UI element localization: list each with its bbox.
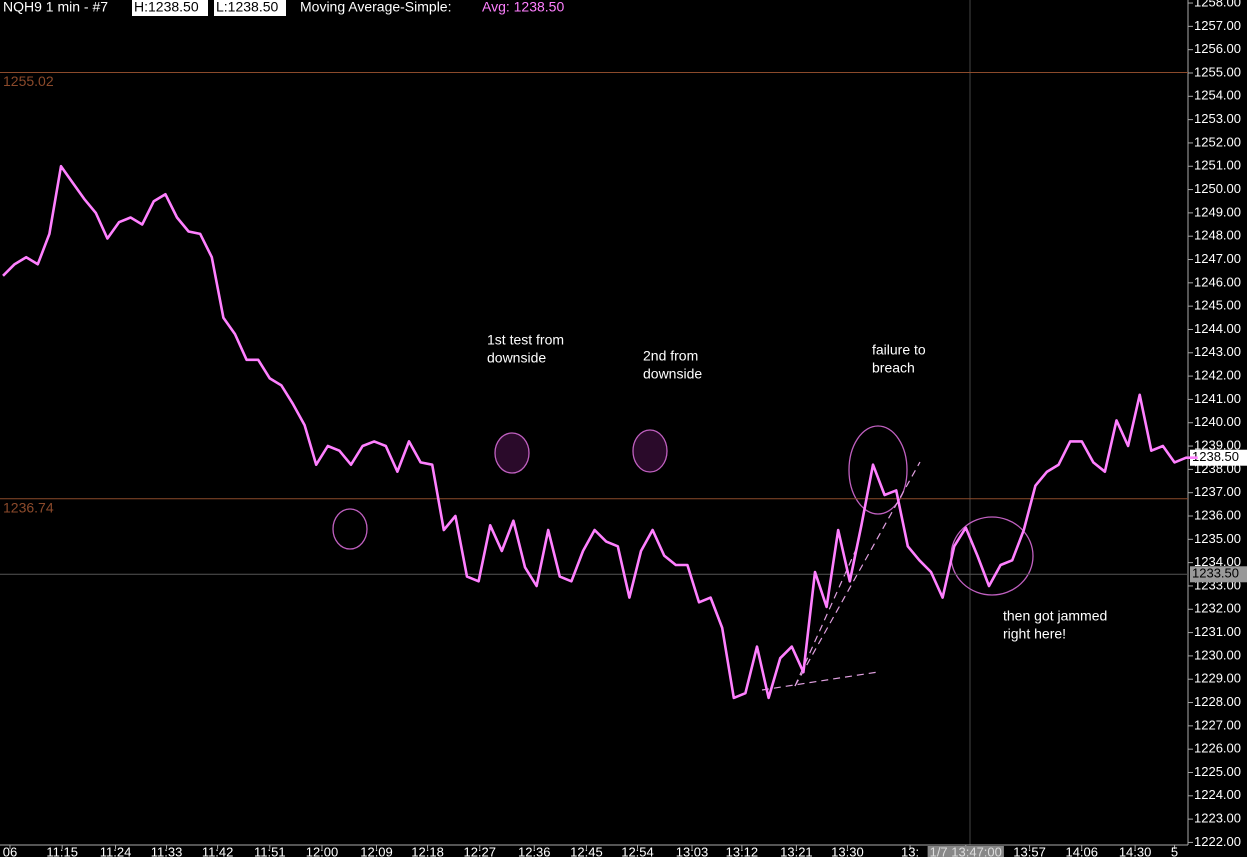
y-tick-label: 1225.00 — [1194, 764, 1241, 779]
cursor-price-label: 1233.50 — [1192, 566, 1239, 581]
level-label: 1255.02 — [3, 73, 54, 89]
annotation: 2nd from — [643, 348, 698, 364]
x-tick-label: 11:51 — [254, 844, 286, 857]
circle — [332, 508, 368, 550]
x-tick-label: 11:33 — [151, 844, 183, 857]
annotation: then got jammed — [1003, 608, 1107, 624]
annotation: breach — [872, 360, 915, 376]
x-tick-label: 14:06 — [1065, 844, 1098, 857]
last-price-box — [1190, 449, 1247, 466]
y-tick-label: 1242.00 — [1194, 368, 1241, 383]
x-tick-label: 11:15 — [46, 844, 78, 857]
annotation: downside — [487, 350, 546, 366]
y-tick-label: 1234.00 — [1194, 554, 1241, 569]
y-tick-label: 1227.00 — [1194, 717, 1241, 732]
y-tick-label: 1229.00 — [1194, 671, 1241, 686]
chart-title: NQH9 1 min - #7 — [3, 0, 108, 15]
y-tick-label: 1226.00 — [1194, 741, 1241, 756]
x-tick-label: 12:45 — [570, 844, 603, 857]
y-tick-label: 1224.00 — [1194, 787, 1241, 802]
x-tick-label: 11:24 — [100, 844, 132, 857]
circle — [632, 429, 668, 473]
cursor-price-box — [1190, 566, 1247, 583]
y-tick-label: 1230.00 — [1194, 647, 1241, 662]
annotation: downside — [643, 366, 702, 382]
y-tick-label: 1249.00 — [1194, 204, 1241, 219]
circles — [332, 425, 1034, 596]
y-tick-label: 1246.00 — [1194, 274, 1241, 289]
y-tick-label: 1254.00 — [1194, 88, 1241, 103]
y-tick-label: 1248.00 — [1194, 228, 1241, 243]
y-tick-label: 1222.00 — [1194, 834, 1241, 849]
level-label: 1236.74 — [3, 499, 54, 515]
circle — [494, 432, 530, 474]
y-tick-label: 1258.00 — [1194, 0, 1241, 9]
y-tick-label: 1239.00 — [1194, 437, 1241, 452]
x-tick-label: 12:09 — [360, 844, 393, 857]
trendline — [794, 461, 921, 687]
y-tick-label: 1257.00 — [1194, 18, 1241, 33]
y-tick-label: 1231.00 — [1194, 624, 1241, 639]
x-tick-label: 12:27 — [463, 844, 496, 857]
x-tick-label: 1/7 13:47:00 — [930, 844, 1002, 857]
y-tick-label: 1252.00 — [1194, 134, 1241, 149]
y-tick-label: 1251.00 — [1194, 158, 1241, 173]
y-tick-label: 1241.00 — [1194, 391, 1241, 406]
x-tick-label: 06 — [3, 844, 17, 857]
x-tick-label: 12:54 — [621, 844, 654, 857]
y-tick-label: 1250.00 — [1194, 181, 1241, 196]
y-tick-label: 1228.00 — [1194, 694, 1241, 709]
y-tick-label: 1240.00 — [1194, 414, 1241, 429]
x-tick-label: 13:03 — [676, 844, 709, 857]
cursor-time-box — [927, 846, 1004, 857]
y-tick-label: 1247.00 — [1194, 251, 1241, 266]
x-tick-label: 13:12 — [726, 844, 759, 857]
x-tick-label: 13:30 — [831, 844, 864, 857]
annotation: right here! — [1003, 626, 1066, 642]
y-tick-label: 1243.00 — [1194, 344, 1241, 359]
x-tick-label: 12:00 — [306, 844, 339, 857]
x-tick-label: 11:42 — [202, 844, 234, 857]
low-box — [214, 0, 286, 16]
x-tick-label: 13: — [901, 844, 919, 857]
y-tick-label: 1236.00 — [1194, 507, 1241, 522]
high-label: H:1238.50 — [134, 0, 199, 15]
x-tick-label: 12:18 — [411, 844, 444, 857]
study-label: Moving Average-Simple: — [300, 0, 451, 15]
annotation: 1st test from — [487, 332, 564, 348]
y-tick-label: 1253.00 — [1194, 111, 1241, 126]
x-tick-label: 12:36 — [518, 844, 551, 857]
avg-label: Avg: 1238.50 — [482, 0, 564, 15]
y-tick-label: 1244.00 — [1194, 321, 1241, 336]
y-tick-label: 1256.00 — [1194, 41, 1241, 56]
x-tick-label: 5 — [1171, 844, 1178, 857]
y-tick-label: 1223.00 — [1194, 811, 1241, 826]
y-tick-label: 1235.00 — [1194, 531, 1241, 546]
x-tick-label: 13:21 — [780, 844, 813, 857]
y-tick-label: 1232.00 — [1194, 601, 1241, 616]
y-tick-label: 1245.00 — [1194, 298, 1241, 313]
low-label: L:1238.50 — [216, 0, 278, 15]
y-tick-label: 1255.00 — [1194, 64, 1241, 79]
last-price-label: 1238.50 — [1192, 449, 1239, 464]
annotation: failure to — [872, 342, 926, 358]
high-box — [132, 0, 208, 16]
circle — [848, 425, 908, 515]
x-tick-label: 14:30 — [1119, 844, 1152, 857]
moving-average-line — [2, 164, 1198, 700]
trendline — [761, 671, 879, 691]
y-tick-label: 1237.00 — [1194, 484, 1241, 499]
x-tick-label: 13:57 — [1013, 844, 1046, 857]
